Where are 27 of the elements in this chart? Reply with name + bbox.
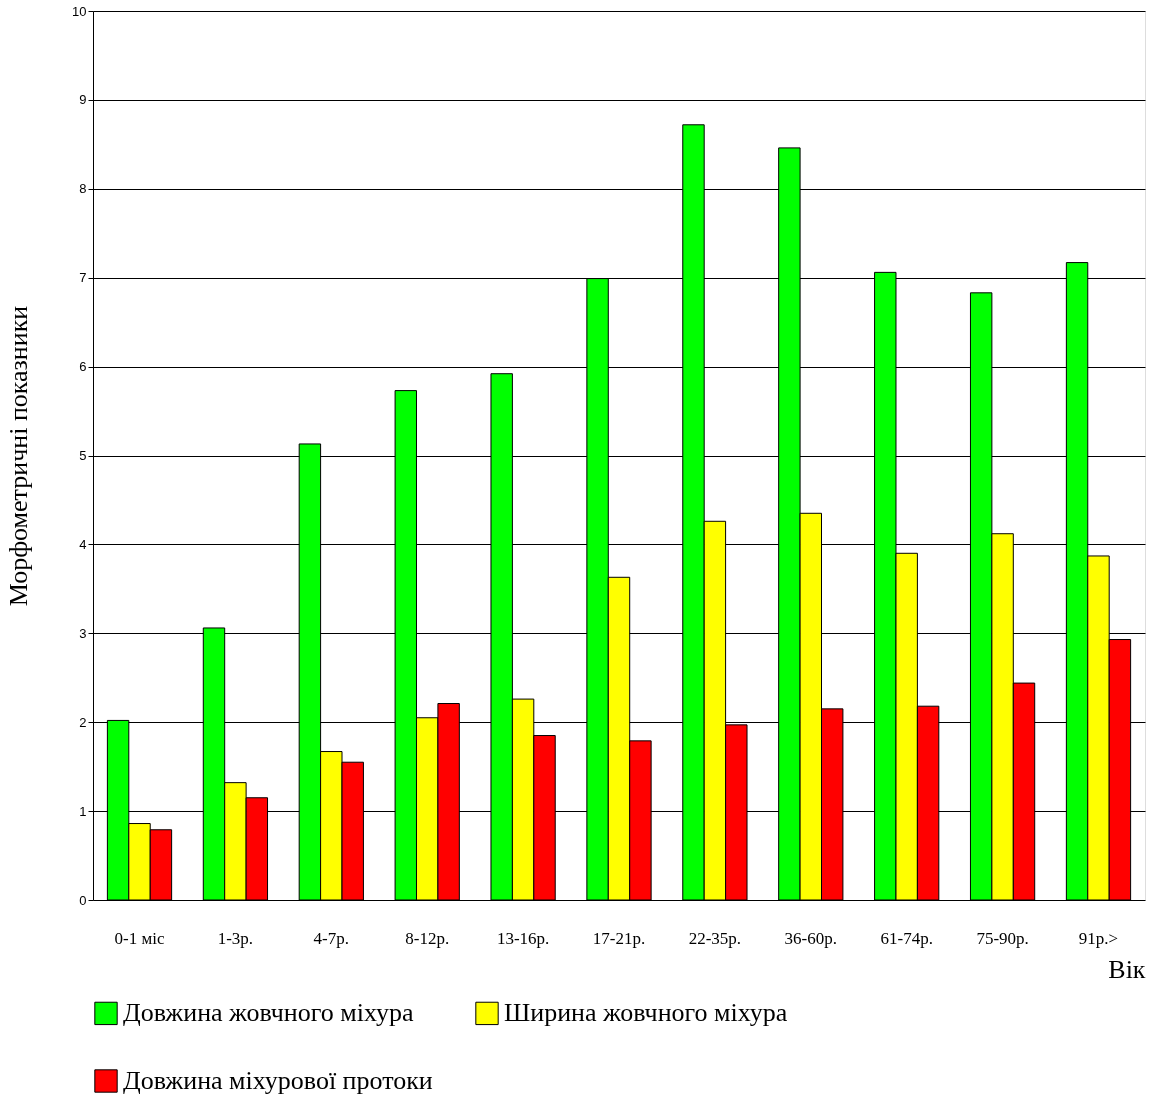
x-tick-label: 13-16р. [496, 928, 550, 948]
x-tick-label: 0-1 міс [114, 928, 165, 948]
y-tick-label: 8 [79, 181, 87, 197]
y-tick-label: 6 [79, 359, 87, 375]
y-tick-label: 7 [79, 270, 87, 286]
y-tick-label: 9 [79, 92, 87, 108]
y-tick-label: 1 [79, 803, 87, 819]
legend-label: Ширина жовчного міхура [504, 998, 788, 1028]
legend-label: Довжина жовчного міхура [123, 998, 414, 1028]
x-tick-label: 1-3р. [217, 928, 254, 948]
x-axis-title: Вік [1108, 954, 1146, 984]
x-tick-label: 75-90р. [976, 928, 1029, 948]
legend-label: Довжина міхурової протоки [123, 1066, 433, 1095]
y-tick-label: 3 [79, 625, 87, 641]
x-tick-label: 8-12р. [405, 928, 450, 948]
x-tick-label: 91р.> [1078, 928, 1119, 948]
x-tick-label: 61-74р. [880, 928, 933, 948]
y-tick-label: 4 [79, 536, 87, 552]
x-tick-label: 22-35р. [688, 928, 742, 948]
y-tick-label: 0 [79, 892, 87, 908]
y-tick-label: 2 [79, 714, 87, 730]
x-tick-label: 4-7р. [313, 928, 350, 948]
x-tick-label: 36-60р. [784, 928, 838, 948]
y-tick-label: 10 [72, 3, 87, 19]
y-tick-label: 5 [79, 448, 87, 463]
y-axis-title: Морфометричні показники [4, 305, 34, 607]
x-tick-label: 17-21р. [592, 928, 646, 948]
